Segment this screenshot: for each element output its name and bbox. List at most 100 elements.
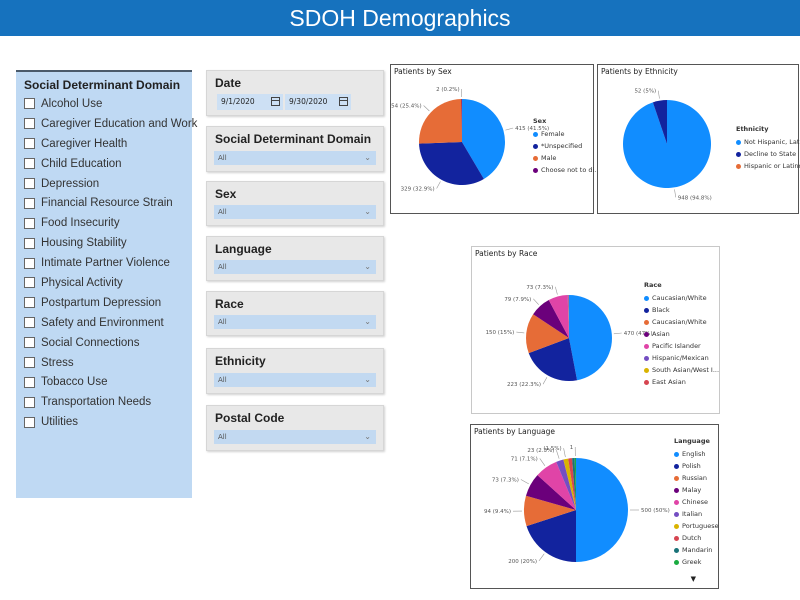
sdoh-checkbox-item[interactable]: Intimate Partner Violence (16, 253, 192, 273)
chevron-down-icon[interactable]: ⌄ (364, 375, 371, 384)
start-date-input[interactable]: 9/1/2020 (217, 94, 283, 110)
checkbox[interactable] (24, 337, 35, 349)
checkbox[interactable] (24, 197, 35, 209)
legend-item[interactable]: Pacific Islander (644, 340, 719, 352)
sdoh-checkbox-item[interactable]: Safety and Environment (16, 313, 192, 333)
legend-item[interactable]: Caucasian/White (644, 316, 719, 328)
checkbox[interactable] (24, 178, 35, 189)
domain-dropdown[interactable]: All ⌄ (214, 151, 376, 165)
patients-by-sex-chart[interactable]: Patients by Sex 415 (41.5%) 329 (32.9%) 25… (390, 64, 601, 214)
checkbox[interactable] (24, 317, 35, 329)
pie-slice[interactable] (567, 295, 569, 338)
sex-dropdown[interactable]: All ⌄ (214, 205, 376, 219)
sdoh-checkbox-item[interactable]: Utilities (16, 412, 192, 432)
legend-item[interactable]: Malay (674, 484, 719, 496)
patients-by-ethnicity-chart[interactable]: Patients by Ethnicity 948 (94.8%) 52 (5%)… (597, 64, 800, 214)
legend-item[interactable]: East Asian (644, 376, 719, 388)
postal-code-dropdown[interactable]: All ⌄ (214, 430, 376, 444)
legend-item[interactable]: Hispanic/Mexican (644, 352, 719, 364)
sdoh-checkbox-item[interactable]: Tobacco Use (16, 372, 192, 392)
legend-item[interactable]: Chinese (674, 496, 719, 508)
legend-item[interactable]: Greek (674, 556, 719, 568)
legend-item[interactable]: Italian (674, 508, 719, 520)
ethnicity-dropdown[interactable]: All ⌄ (214, 373, 376, 387)
sdoh-checkbox-item[interactable]: Alcohol Use (16, 94, 192, 114)
checkbox[interactable] (24, 138, 35, 150)
checkbox[interactable] (24, 277, 35, 289)
pie-slice[interactable] (576, 458, 628, 562)
pie-slice[interactable] (574, 458, 576, 510)
legend-item[interactable]: Russian (674, 472, 719, 484)
sdoh-checkbox-item[interactable]: Transportation Needs (16, 392, 192, 412)
checkbox[interactable] (24, 217, 35, 229)
sdoh-checkbox-item[interactable]: Social Connections (16, 333, 192, 353)
sdoh-checkbox-item[interactable]: Physical Activity (16, 273, 192, 293)
chevron-down-icon[interactable]: ⌄ (364, 207, 371, 216)
calendar-icon[interactable] (339, 97, 348, 106)
pie-slice[interactable] (537, 461, 576, 510)
chevron-down-icon[interactable]: ⌄ (364, 317, 371, 326)
checkbox[interactable] (24, 118, 35, 130)
pie-slice[interactable] (419, 99, 462, 144)
sdoh-checkbox-item[interactable]: Postpartum Depression (16, 293, 192, 313)
legend-item[interactable]: *Unspecified (533, 140, 601, 152)
pie-slice[interactable] (528, 338, 578, 381)
chevron-down-icon[interactable]: ⌄ (364, 432, 371, 441)
pie-slice[interactable] (568, 458, 576, 510)
pie-slice[interactable] (572, 458, 576, 510)
pie-slice[interactable] (526, 314, 569, 354)
legend-item[interactable]: Decline to State (736, 148, 800, 160)
calendar-icon[interactable] (271, 97, 280, 106)
sdoh-checkbox-item[interactable]: Depression (16, 174, 192, 194)
checkbox[interactable] (24, 357, 35, 369)
pie-slice[interactable] (524, 495, 576, 527)
end-date-input[interactable]: 9/30/2020 (285, 94, 351, 110)
sdoh-checkbox-item[interactable]: Food Insecurity (16, 213, 192, 233)
legend-item[interactable]: Black (644, 304, 719, 316)
sdoh-checkbox-item[interactable]: Caregiver Education and Work (16, 114, 197, 134)
pie-slice[interactable] (568, 295, 569, 338)
race-dropdown[interactable]: All ⌄ (214, 315, 376, 329)
checkbox[interactable] (24, 416, 35, 428)
pie-slice[interactable] (525, 475, 576, 510)
legend-item[interactable]: Female (533, 128, 601, 140)
checkbox[interactable] (24, 237, 35, 249)
legend-item[interactable]: Portuguese (674, 520, 719, 532)
sdoh-checkbox-item[interactable]: Child Education (16, 154, 192, 174)
checkbox[interactable] (24, 376, 35, 388)
pie-slice[interactable] (548, 295, 569, 338)
pie-slice[interactable] (569, 295, 612, 381)
checkbox[interactable] (24, 297, 35, 309)
language-dropdown[interactable]: All ⌄ (214, 260, 376, 274)
legend-item[interactable]: Dutch (674, 532, 719, 544)
pie-slice[interactable] (461, 99, 462, 142)
pie-slice[interactable] (419, 142, 484, 185)
legend-item[interactable]: Male (533, 152, 601, 164)
pie-slice[interactable] (556, 459, 576, 510)
legend-item[interactable]: Choose not to di... (533, 164, 601, 176)
pie-slice[interactable] (652, 100, 667, 144)
checkbox[interactable] (24, 98, 35, 110)
legend-item[interactable]: Mandarin (674, 544, 719, 556)
sdoh-checkbox-item[interactable]: Caregiver Health (16, 134, 192, 154)
scroll-down-arrow-icon[interactable]: ▼ (690, 575, 696, 583)
pie-slice[interactable] (533, 300, 569, 338)
pie-slice[interactable] (563, 458, 576, 510)
checkbox[interactable] (24, 158, 35, 170)
chevron-down-icon[interactable]: ⌄ (364, 262, 371, 271)
legend-item[interactable]: Caucasian/White (644, 292, 719, 304)
sdoh-checkbox-item[interactable]: Financial Resource Strain (16, 193, 192, 213)
pie-slice[interactable] (526, 510, 576, 562)
chevron-down-icon[interactable]: ⌄ (364, 153, 371, 162)
legend-item[interactable]: Not Hispanic, Lat... (736, 136, 800, 148)
sdoh-checkbox-item[interactable]: Housing Stability (16, 233, 192, 253)
legend-item[interactable]: English (674, 448, 719, 460)
sdoh-checkbox-item[interactable]: Stress (16, 353, 192, 373)
pie-slice[interactable] (462, 99, 505, 180)
checkbox[interactable] (24, 396, 35, 408)
legend-item[interactable]: Asian (644, 328, 719, 340)
legend-item[interactable]: Hispanic or Latino (736, 160, 800, 172)
checkbox[interactable] (24, 257, 35, 269)
legend-item[interactable]: Polish (674, 460, 719, 472)
patients-by-language-chart[interactable]: Patients by Language ▼ 500 (50%) 200 (20%… (470, 424, 719, 589)
